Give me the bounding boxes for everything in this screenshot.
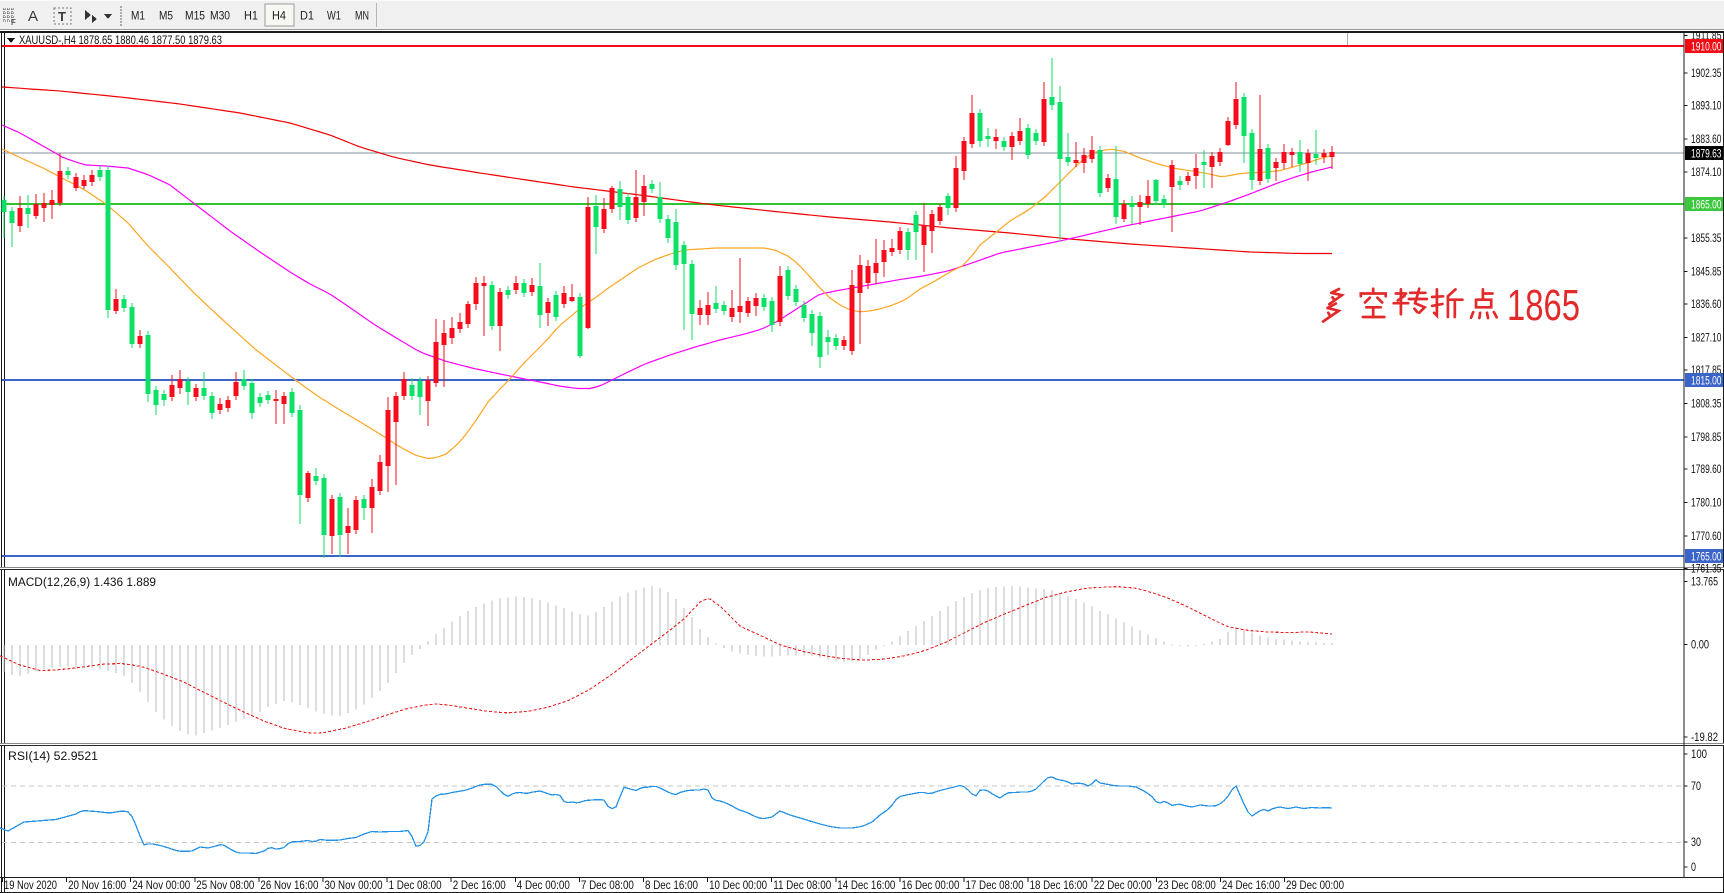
svg-text:1765.00: 1765.00	[1691, 552, 1722, 564]
svg-text:23 Dec 08:00: 23 Dec 08:00	[1158, 880, 1216, 892]
svg-text:1874.10: 1874.10	[1691, 167, 1722, 179]
svg-text:16 Dec 00:00: 16 Dec 00:00	[901, 880, 959, 892]
svg-text:1 Dec 08:00: 1 Dec 08:00	[389, 880, 442, 892]
svg-text:17 Dec 08:00: 17 Dec 08:00	[966, 880, 1024, 892]
svg-text:1855.35: 1855.35	[1691, 233, 1722, 245]
svg-text:M1: M1	[131, 11, 145, 23]
svg-text:25 Nov 08:00: 25 Nov 08:00	[196, 880, 254, 892]
svg-text:1865.00: 1865.00	[1691, 200, 1722, 212]
svg-text:T: T	[58, 9, 66, 24]
svg-text:20 Nov 16:00: 20 Nov 16:00	[68, 880, 126, 892]
svg-text:W1: W1	[327, 11, 341, 23]
svg-text:1902.35: 1902.35	[1691, 68, 1722, 80]
svg-text:18 Dec 16:00: 18 Dec 16:00	[1030, 880, 1088, 892]
svg-text:H1: H1	[244, 11, 258, 23]
svg-text:2 Dec 16:00: 2 Dec 16:00	[453, 880, 506, 892]
svg-text:13.765: 13.765	[1691, 577, 1718, 589]
svg-text:1761.35: 1761.35	[1691, 564, 1722, 576]
svg-text:0.00: 0.00	[1691, 640, 1709, 652]
svg-text:26 Nov 16:00: 26 Nov 16:00	[260, 880, 318, 892]
svg-text:14 Dec 16:00: 14 Dec 16:00	[837, 880, 895, 892]
svg-text:RSI(14) 52.9521: RSI(14) 52.9521	[8, 751, 98, 763]
svg-text:F: F	[11, 18, 16, 27]
svg-text:-19.82: -19.82	[1691, 732, 1718, 744]
svg-text:1883.60: 1883.60	[1691, 134, 1722, 146]
svg-text:1845.85: 1845.85	[1691, 267, 1722, 279]
svg-text:7 Dec 08:00: 7 Dec 08:00	[581, 880, 634, 892]
svg-text:24 Nov 00:00: 24 Nov 00:00	[132, 880, 190, 892]
svg-text:1836.60: 1836.60	[1691, 299, 1722, 311]
svg-text:0: 0	[1691, 862, 1696, 874]
svg-text:1893.10: 1893.10	[1691, 101, 1722, 113]
svg-text:1879.63: 1879.63	[1691, 149, 1722, 161]
svg-text:MN: MN	[355, 11, 369, 23]
svg-text:4 Dec 00:00: 4 Dec 00:00	[517, 880, 570, 892]
svg-text:1789.60: 1789.60	[1691, 464, 1722, 476]
svg-text:1808.35: 1808.35	[1691, 399, 1722, 411]
svg-text:1770.60: 1770.60	[1691, 531, 1722, 543]
svg-text:D1: D1	[300, 11, 314, 23]
svg-text:H4: H4	[272, 11, 287, 23]
svg-text:1910.00: 1910.00	[1691, 42, 1722, 54]
svg-text:10 Dec 00:00: 10 Dec 00:00	[709, 880, 767, 892]
svg-text:30: 30	[1691, 837, 1701, 849]
svg-text:70: 70	[1691, 781, 1701, 793]
svg-text:1815.00: 1815.00	[1691, 376, 1722, 388]
svg-text:1798.85: 1798.85	[1691, 432, 1722, 444]
svg-text:8 Dec 16:00: 8 Dec 16:00	[645, 880, 698, 892]
svg-text:A: A	[28, 8, 38, 25]
svg-text:100: 100	[1691, 749, 1707, 761]
svg-text:24 Dec 16:00: 24 Dec 16:00	[1222, 880, 1280, 892]
svg-text:30 Nov 00:00: 30 Nov 00:00	[325, 880, 383, 892]
svg-text:1827.10: 1827.10	[1691, 333, 1722, 345]
svg-text:29 Dec 00:00: 29 Dec 00:00	[1286, 880, 1344, 892]
svg-text:M30: M30	[210, 11, 230, 23]
svg-text:11 Dec 08:00: 11 Dec 08:00	[773, 880, 831, 892]
svg-text:XAUUSD-,H4 1878.65 1880.46 18: XAUUSD-,H4 1878.65 1880.46 1877.50 1879.…	[19, 33, 222, 47]
svg-text:22 Dec 00:00: 22 Dec 00:00	[1094, 880, 1152, 892]
svg-text:MACD(12,26,9) 1.436 1.889: MACD(12,26,9) 1.436 1.889	[8, 577, 156, 589]
svg-text:M15: M15	[185, 11, 205, 23]
svg-text:19 Nov 2020: 19 Nov 2020	[4, 880, 57, 892]
svg-text:M5: M5	[159, 11, 173, 23]
svg-text:1780.10: 1780.10	[1691, 498, 1722, 510]
svg-text:1865: 1865	[1507, 281, 1580, 330]
